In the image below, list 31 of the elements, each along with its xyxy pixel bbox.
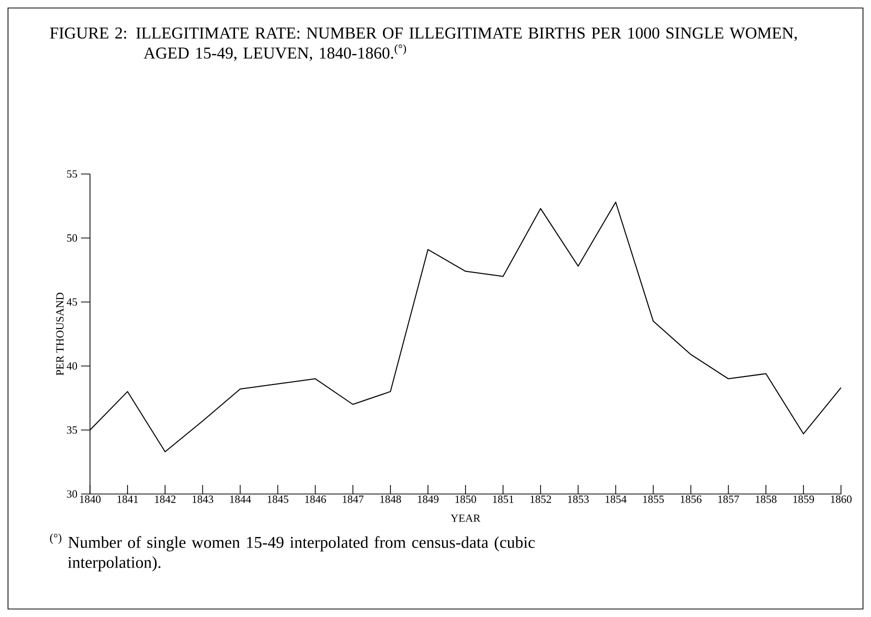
x-tick-label: 1846 xyxy=(305,496,326,503)
y-tick-label: 40 xyxy=(66,362,78,370)
x-tick-label: 1847 xyxy=(342,496,364,503)
x-tick-label: 1850 xyxy=(455,496,476,503)
y-tick-label: 30 xyxy=(67,490,78,498)
x-tick-label: 1860 xyxy=(830,496,852,503)
x-tick-label: 1840 xyxy=(80,496,101,503)
text: $^{(°)}$ Number of single women 15-49 interpolated from census-data (cubic interpolation). xyxy=(50,534,535,572)
x-tick-label: 1841 xyxy=(118,496,138,503)
y-tick-label: 35 xyxy=(67,426,78,434)
x-tick-label: 1843 xyxy=(192,496,214,503)
chart-title: FIGURE 2: ILLEGITIMATE RATE: NUMBER OF ILLEGITIMATE BIRTHS PER 1000 SINGLE WOMEN, AGED 15-49, LEUVEN, 1840-1860.$^{(°)}$ xyxy=(50,28,797,62)
y-tick-label: 55 xyxy=(67,170,78,178)
x-tick-label: 1853 xyxy=(568,496,589,503)
y-tick-label: 50 xyxy=(67,234,78,242)
x-tick-label: 1859 xyxy=(793,496,814,503)
x-tick-label: 1855 xyxy=(643,496,664,503)
x-tick-label: 1849 xyxy=(418,496,439,503)
x-tick-label: 1848 xyxy=(380,496,401,503)
x-tick-label: 1851 xyxy=(493,496,514,503)
x-tick-label: 1858 xyxy=(756,496,776,503)
x-tick-label: 1854 xyxy=(606,496,627,503)
x-tick-label: 1852 xyxy=(530,496,551,503)
y-tick-label: 45 xyxy=(66,298,78,306)
x-tick-label: 1844 xyxy=(230,496,252,503)
x-tick-label: 1842 xyxy=(155,496,176,503)
x-axis-title: YEAR xyxy=(450,514,480,522)
x-tick-label: 1856 xyxy=(680,496,702,503)
y-axis-title: PER THOUSAND xyxy=(56,292,64,376)
x-tick-label: 1845 xyxy=(268,496,288,503)
x-tick-label: 1857 xyxy=(718,496,740,503)
